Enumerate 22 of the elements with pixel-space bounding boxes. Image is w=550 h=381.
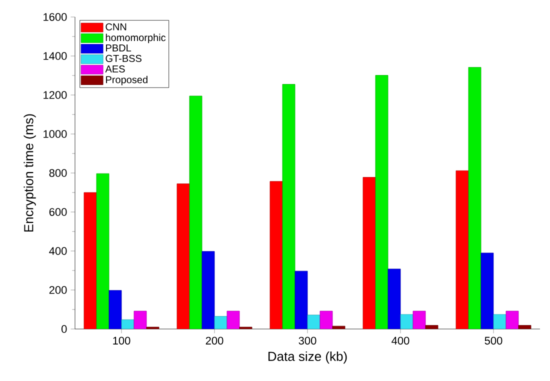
legend-label: PBDL [106, 44, 132, 52]
legend-label: GT-BSS [106, 54, 142, 62]
x-tick-label: 200 [206, 336, 224, 345]
y-tick-label: 600 [49, 208, 67, 216]
y-tick-label: 0 [62, 325, 67, 333]
y-tick-label: 800 [49, 169, 67, 177]
legend-label: AES [105, 65, 125, 72]
x-tick-label: 100 [113, 336, 130, 345]
x-axis-title: Data size (kb) [268, 351, 347, 364]
x-tick-label: 500 [484, 336, 502, 345]
legend-label: Proposed [106, 76, 148, 86]
y-tick-label: 200 [49, 286, 67, 294]
legend-label: CNN [106, 23, 126, 30]
y-tick-label: 1200 [44, 91, 67, 99]
y-tick-label: 1600 [44, 13, 67, 21]
y-axis-title: Encryption time (ms) [24, 114, 36, 232]
x-tick-label: 300 [298, 336, 316, 345]
x-tick-label: 400 [392, 336, 410, 345]
y-tick-label: 1400 [44, 52, 67, 60]
legend-label: homomorphic [106, 34, 166, 44]
y-tick-label: 1000 [44, 130, 67, 138]
y-tick-label: 400 [49, 247, 67, 255]
